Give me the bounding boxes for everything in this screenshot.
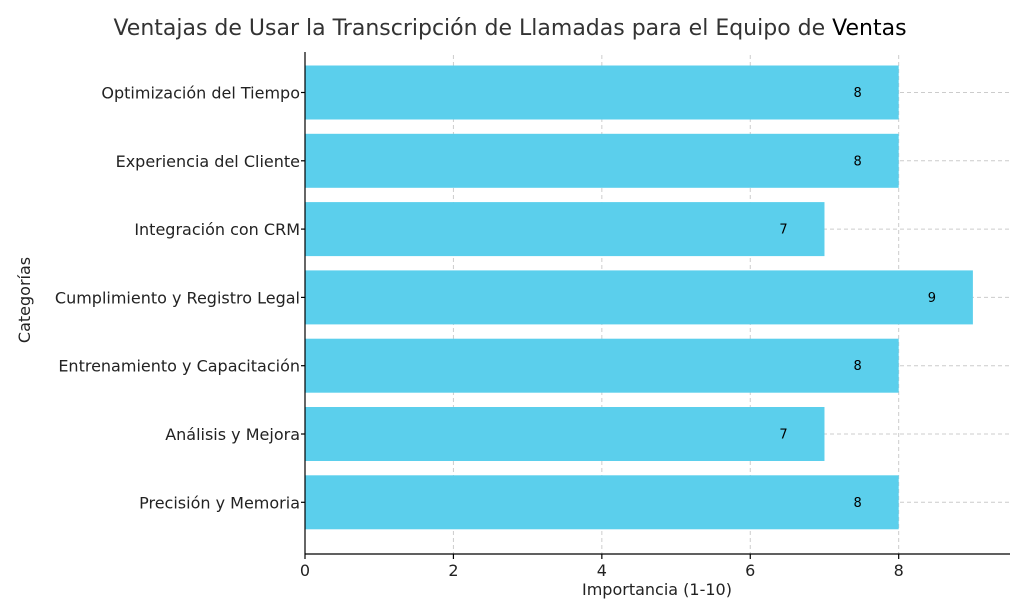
chart-title: Ventajas de Usar la Transcripción de Lla…: [113, 16, 906, 41]
y-tick-label: Entrenamiento y Capacitación: [58, 357, 300, 376]
x-axis-label: Importancia (1-10): [582, 580, 732, 599]
y-tick-label: Experiencia del Cliente: [116, 152, 300, 171]
bar: [305, 407, 825, 461]
chart-title-main: Ventajas de Usar la Transcripción de Lla…: [113, 16, 832, 41]
bars: 8 8 7 9 8 7 8: [305, 65, 973, 530]
bar-value-label: 8: [854, 359, 862, 374]
y-tick-label: Integración con CRM: [134, 220, 300, 239]
y-axis-label: Categorías: [15, 257, 34, 343]
x-tick-label: 0: [300, 561, 310, 580]
bar-value-label: 8: [854, 86, 862, 101]
bar-value-label: 8: [854, 496, 862, 511]
y-tick-label: Precisión y Memoria: [139, 493, 300, 512]
y-tick-label: Análisis y Mejora: [165, 425, 300, 444]
x-tick-label: 6: [745, 561, 755, 580]
bar: [305, 133, 899, 188]
chart-title-last-word: Ventas: [832, 16, 906, 41]
bar: [305, 270, 973, 325]
x-tick-label: 8: [894, 561, 904, 580]
bar-value-label: 7: [779, 428, 787, 443]
bar-value-label: 7: [779, 223, 787, 238]
bar: [305, 338, 899, 393]
axes: Optimización del Tiempo Experiencia del C…: [55, 52, 1010, 580]
bar-value-label: 9: [928, 291, 936, 306]
bar: [305, 202, 825, 257]
bar-value-label: 8: [854, 154, 862, 169]
y-tick-label: Cumplimiento y Registro Legal: [55, 288, 300, 307]
bar: [305, 65, 899, 120]
y-tick-label: Optimización del Tiempo: [101, 84, 300, 103]
x-tick-label: 4: [597, 561, 607, 580]
bar: [305, 475, 899, 530]
x-tick-label: 2: [448, 561, 458, 580]
